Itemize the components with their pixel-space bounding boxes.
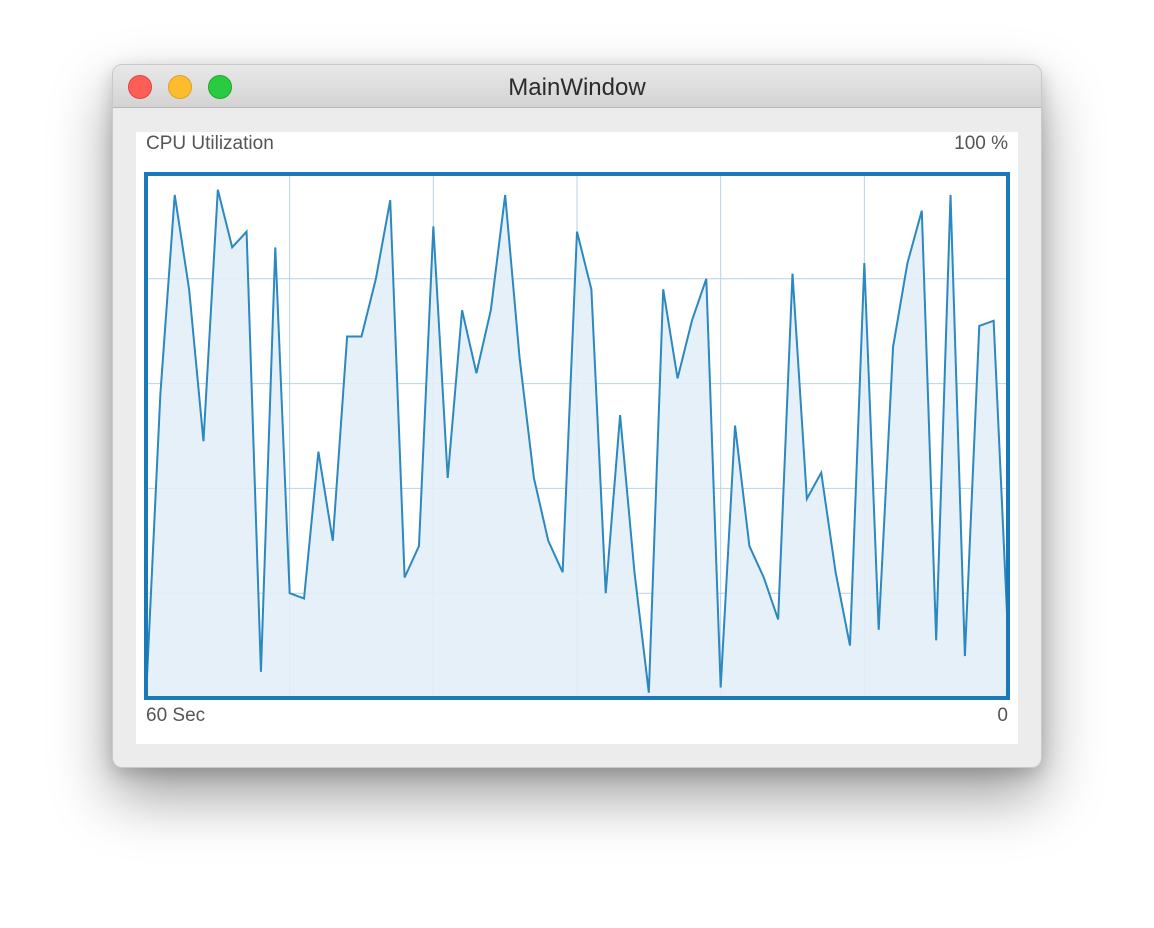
cpu-utilization-chart: [144, 172, 1010, 700]
window-title: MainWindow: [508, 74, 646, 101]
main-window: MainWindow CPU Utilization 100 % 60 Sec …: [112, 64, 1042, 768]
minimize-window-button[interactable]: [168, 75, 192, 99]
close-window-button[interactable]: [128, 75, 152, 99]
cpu-area-fill: [146, 189, 1008, 698]
x-end-label: 0: [997, 705, 1008, 726]
y-max-label: 100 %: [954, 133, 1008, 154]
cpu-utilization-line: [145, 189, 1009, 699]
chart-title-label: CPU Utilization: [146, 133, 274, 154]
chart-panel: CPU Utilization 100 % 60 Sec 0: [136, 132, 1018, 744]
zoom-window-button[interactable]: [208, 75, 232, 99]
x-start-label: 60 Sec: [146, 705, 206, 726]
chart-frame: [144, 172, 1010, 700]
title-bar[interactable]: MainWindow: [113, 65, 1041, 108]
